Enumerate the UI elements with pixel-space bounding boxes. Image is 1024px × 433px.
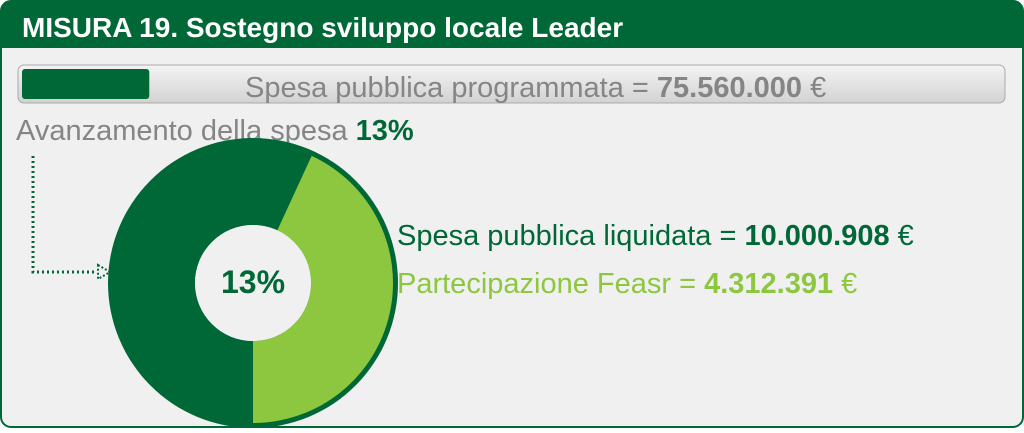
header-bar — [1, 1, 1023, 48]
legend-feasr: Partecipazione Feasr = 4.312.391 € — [397, 268, 857, 300]
programmed-text: Spesa pubblica programmata = 75.560.000 … — [245, 72, 826, 104]
donut-hole — [195, 225, 311, 341]
pointer-arrow — [31, 156, 96, 274]
progress-fill — [22, 69, 150, 99]
center-label: 13% — [221, 264, 285, 300]
progress-track — [17, 64, 1006, 104]
legend-liquidata: Spesa pubblica liquidata = 10.000.908 € — [397, 220, 914, 252]
arrow-head — [97, 263, 112, 281]
donut-segment — [253, 155, 394, 423]
progress-text: Avanzamento della spesa 13% — [16, 115, 414, 147]
title: MISURA 19. Sostegno sviluppo locale Lead… — [22, 12, 623, 43]
